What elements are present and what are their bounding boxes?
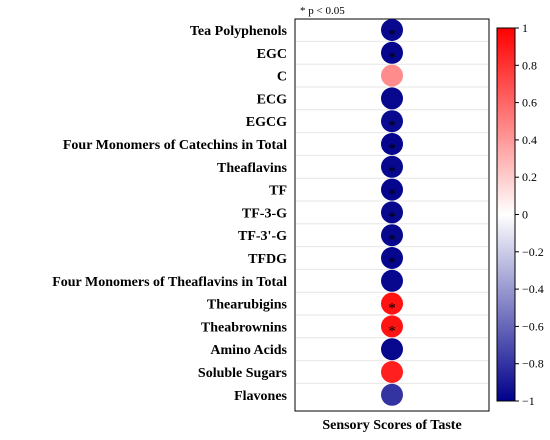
significance-star: * bbox=[388, 209, 396, 225]
row-label: Tea Polyphenols bbox=[190, 24, 288, 39]
row-label: Soluble Sugars bbox=[198, 366, 288, 381]
significance-note: * p < 0.05 bbox=[300, 5, 345, 17]
colorbar-tick-label: 0.8 bbox=[522, 58, 537, 72]
row-label: Four Monomers of Catechins in Total bbox=[63, 138, 287, 153]
row-label: TFDG bbox=[248, 252, 287, 267]
row-label: Amino Acids bbox=[210, 343, 287, 358]
significance-star: * bbox=[388, 50, 396, 66]
colorbar bbox=[496, 27, 516, 402]
row-label: Flavones bbox=[234, 389, 287, 404]
correlation-cell bbox=[381, 155, 403, 178]
gridlines bbox=[296, 40, 488, 384]
row-label: EGCG bbox=[246, 115, 287, 130]
correlation-cell bbox=[381, 133, 403, 155]
significance-star: * bbox=[388, 27, 396, 43]
correlation-cell bbox=[381, 383, 403, 406]
correlation-cell bbox=[381, 292, 403, 315]
significance-star: * bbox=[388, 232, 396, 248]
correlation-cell bbox=[381, 41, 403, 64]
correlation-cell bbox=[381, 110, 403, 133]
colorbar-tick-label: −0.4 bbox=[522, 282, 544, 296]
correlation-cell bbox=[381, 178, 403, 201]
correlation-cell bbox=[381, 201, 403, 224]
significance-star: * bbox=[388, 118, 396, 134]
row-label: Theabrownins bbox=[201, 320, 288, 335]
correlation-cell bbox=[381, 87, 403, 110]
row-label: TF bbox=[269, 184, 287, 199]
significance-stars: * * * * * * * * * * * bbox=[388, 27, 396, 339]
colorbar-tick-label: 0 bbox=[522, 208, 528, 222]
colorbar-tick-label: 0.2 bbox=[522, 170, 537, 184]
correlation-cell bbox=[381, 361, 403, 383]
correlation-cell bbox=[381, 19, 403, 41]
significance-star: * bbox=[388, 187, 396, 203]
significance-star: * bbox=[388, 164, 396, 180]
cells bbox=[381, 19, 403, 406]
column-label: Sensory Scores of Taste bbox=[322, 418, 461, 433]
colorbar-tick-label: 1 bbox=[522, 21, 528, 35]
row-label: Four Monomers of Theaflavins in Total bbox=[52, 275, 287, 290]
significance-star: * bbox=[388, 141, 396, 157]
correlation-cell bbox=[381, 315, 403, 338]
row-label: Thearubigins bbox=[207, 298, 288, 313]
colorbar-tick-label: −0.2 bbox=[522, 245, 544, 259]
row-label: TF-3-G bbox=[242, 206, 287, 221]
row-label: Theaflavins bbox=[217, 161, 288, 176]
row-labels: Tea Polyphenols EGC C ECG EGCG Four Monomers … bbox=[52, 24, 287, 404]
correlation-cell bbox=[381, 247, 403, 269]
colorbar-tick-label: 0.6 bbox=[522, 96, 537, 110]
significance-star: * bbox=[388, 301, 396, 317]
correlation-cell bbox=[381, 64, 403, 87]
colorbar-ticks: 1 0.8 0.6 0.4 0.2 0 −0.2 −0.4 −0.6 −0.8 −1 bbox=[515, 21, 544, 408]
significance-star: * bbox=[388, 323, 396, 339]
correlation-cell bbox=[381, 338, 403, 361]
row-label: EGC bbox=[257, 47, 287, 62]
correlation-cell bbox=[381, 224, 403, 247]
row-label: TF-3'-G bbox=[238, 229, 287, 244]
significance-star: * bbox=[388, 255, 396, 271]
colorbar-tick-label: 0.4 bbox=[522, 133, 537, 147]
row-label: ECG bbox=[257, 92, 287, 107]
colorbar-tick-label: −0.8 bbox=[522, 357, 544, 371]
colorbar-tick-label: −1 bbox=[522, 394, 535, 408]
correlation-cell bbox=[381, 269, 403, 292]
colorbar-tick-label: −0.6 bbox=[522, 319, 544, 333]
row-label: C bbox=[277, 70, 287, 85]
